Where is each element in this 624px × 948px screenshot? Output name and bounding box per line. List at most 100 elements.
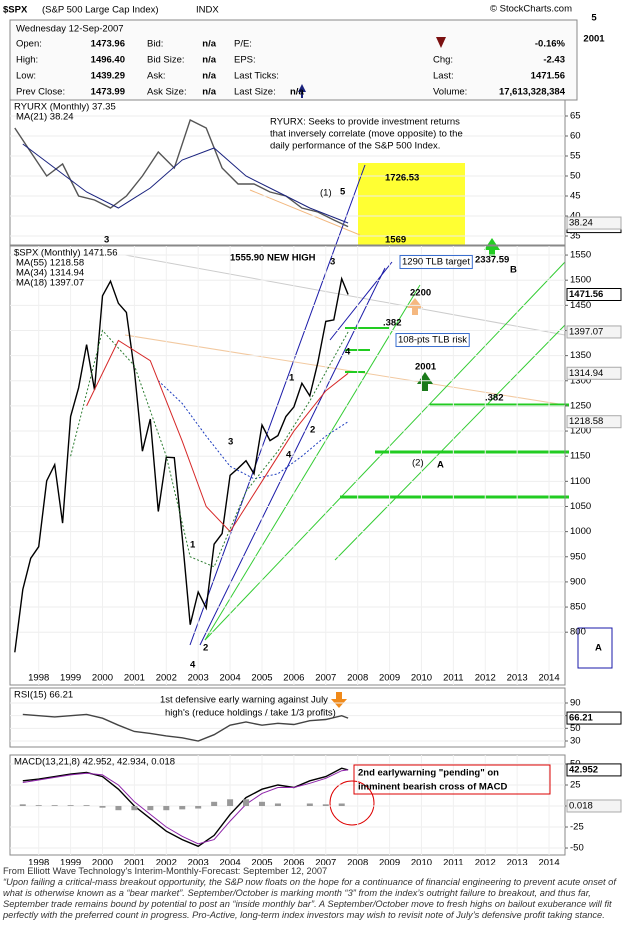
trend-line bbox=[124, 254, 566, 336]
last-value-box bbox=[566, 799, 622, 813]
y-tick-label: 65 bbox=[570, 111, 581, 122]
y-tick-label: 50 bbox=[570, 171, 581, 182]
quote-label: Volume: bbox=[433, 87, 467, 98]
wave-box bbox=[577, 627, 613, 669]
y-tick-label: 60 bbox=[570, 131, 581, 142]
y-tick-label: 1150 bbox=[570, 451, 590, 462]
x-tick-label: 1998 bbox=[28, 673, 49, 684]
quote-value: 1496.40 bbox=[91, 55, 125, 66]
x-tick-label: 2009 bbox=[379, 673, 400, 684]
quote-label: Low: bbox=[16, 71, 36, 82]
series-line bbox=[86, 339, 349, 533]
series-line bbox=[22, 713, 349, 742]
last-value-label: 1314.94 bbox=[569, 368, 603, 379]
y-tick-label: 1250 bbox=[570, 400, 591, 411]
annotation: 3 bbox=[330, 257, 335, 268]
last-value-label: 1471.56 bbox=[569, 289, 603, 300]
y-tick-label: 800 bbox=[570, 627, 586, 638]
symbol-name: (S&P 500 Large Cap Index) bbox=[42, 5, 159, 16]
footer: From Elliott Wave Technology's Interim-M… bbox=[3, 866, 621, 921]
quote-label: Last: bbox=[433, 71, 454, 82]
y-tick-label: 45 bbox=[570, 191, 581, 202]
x-tick-label: 2003 bbox=[188, 673, 209, 684]
up-arrow bbox=[484, 238, 500, 256]
annotation: 4 bbox=[345, 347, 351, 358]
annotation: (2) bbox=[412, 458, 424, 469]
last-value-box bbox=[566, 366, 622, 380]
histogram-bar bbox=[179, 806, 186, 810]
y-tick-label: 1350 bbox=[570, 350, 591, 361]
quote-value: 17,613,328,384 bbox=[499, 87, 566, 98]
annotation: 1726.53 bbox=[385, 173, 419, 184]
annotation: 1 bbox=[190, 540, 196, 551]
x-tick-label: 2002 bbox=[156, 858, 177, 865]
down-triangle bbox=[436, 37, 446, 48]
annotation: 2nd earlywarning "pending" on bbox=[358, 768, 499, 779]
annotation: 1st defensive early warning against July bbox=[160, 695, 328, 706]
quote-value: n/a bbox=[202, 55, 216, 66]
histogram-bar bbox=[99, 806, 106, 808]
annotation: 2 bbox=[203, 643, 208, 654]
x-tick-label: 2005 bbox=[251, 673, 272, 684]
x-tick-label: 2014 bbox=[538, 858, 559, 865]
legend-entry: MA(34) 1314.94 bbox=[16, 268, 84, 279]
quote-value: -2.43 bbox=[543, 55, 565, 66]
legend-entry: MA(18) 1397.07 bbox=[16, 278, 84, 289]
y-tick-label: 1100 bbox=[570, 476, 590, 487]
quote-label: Last Ticks: bbox=[234, 71, 279, 82]
last-value-box bbox=[566, 325, 622, 339]
annotation: 2001 bbox=[415, 362, 437, 373]
y-tick-label: -50 bbox=[570, 843, 584, 854]
histogram-bar bbox=[83, 805, 90, 807]
quote-label: Chg: bbox=[433, 55, 453, 66]
annotation: high's (reduce holdings / take 1/3 profi… bbox=[165, 708, 336, 719]
panel-title: $SPX (Monthly) 1471.56 bbox=[14, 248, 118, 259]
x-tick-label: 2012 bbox=[475, 858, 496, 865]
x-tick-label: 2011 bbox=[443, 673, 463, 684]
histogram-bar bbox=[211, 801, 218, 807]
quote-box bbox=[9, 19, 578, 101]
y-tick-label: 1200 bbox=[570, 426, 591, 437]
x-tick-label: 2005 bbox=[251, 858, 272, 865]
last-value-box bbox=[566, 287, 622, 301]
y-tick-label: 40 bbox=[570, 211, 581, 222]
x-tick-label: 2008 bbox=[347, 673, 368, 684]
footer-source: From Elliott Wave Technology's Interim-M… bbox=[3, 866, 328, 876]
x-tick-label: 1998 bbox=[28, 858, 49, 865]
corner-year: 2001 bbox=[583, 34, 605, 45]
quote-value: 1473.96 bbox=[91, 39, 125, 50]
series-line bbox=[157, 380, 349, 480]
annotation: .382 bbox=[383, 318, 402, 329]
corner-wave: 5 bbox=[591, 13, 597, 24]
annotation: 4 bbox=[286, 450, 292, 461]
y-tick-label: 1450 bbox=[570, 300, 591, 311]
quote-label: Open: bbox=[16, 39, 42, 50]
last-value-label: 0.018 bbox=[569, 801, 593, 812]
series-line bbox=[22, 143, 349, 224]
date: Wednesday 12-Sep-2007 bbox=[16, 24, 124, 35]
quote-value: n/a bbox=[202, 39, 216, 50]
quote-label: Bid Size: bbox=[147, 55, 185, 66]
histogram-bar bbox=[147, 806, 154, 811]
target-box bbox=[358, 163, 465, 245]
annotation: 108-pts TLB risk bbox=[398, 335, 467, 346]
annotation-box bbox=[399, 255, 473, 270]
annotation: .382 bbox=[485, 393, 504, 404]
histogram-bar bbox=[243, 799, 250, 807]
x-tick-label: 2002 bbox=[156, 673, 177, 684]
quote-label: EPS: bbox=[234, 55, 256, 66]
up-arrow bbox=[417, 372, 433, 391]
x-tick-label: 2014 bbox=[538, 673, 559, 684]
trend-line bbox=[329, 261, 393, 341]
last-value-box bbox=[566, 216, 622, 230]
trend-line bbox=[249, 189, 361, 236]
x-tick-label: 2007 bbox=[315, 858, 336, 865]
x-tick-label: 2010 bbox=[411, 673, 432, 684]
annotation: A bbox=[437, 460, 444, 471]
fan-line bbox=[204, 284, 421, 641]
quote-label: Ask Size: bbox=[147, 87, 187, 98]
panel-title: RYURX (Monthly) 37.35 bbox=[14, 102, 116, 113]
histogram-bar bbox=[35, 805, 42, 807]
y-tick-label: 1550 bbox=[570, 250, 591, 261]
